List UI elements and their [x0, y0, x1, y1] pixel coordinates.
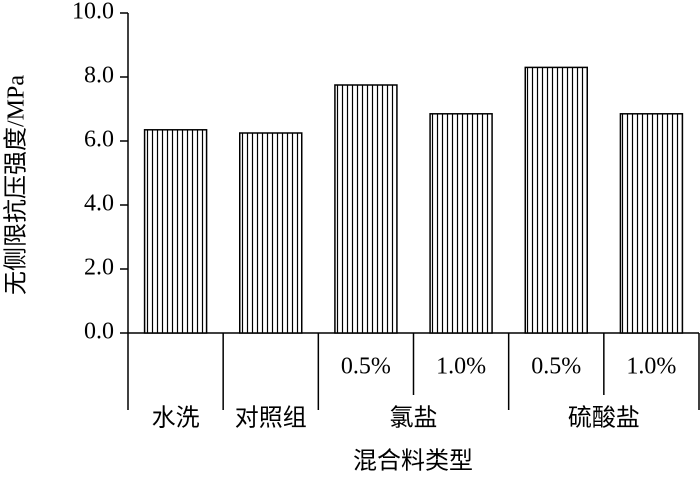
bar [429, 113, 493, 334]
y-tick-label: 8.0 [84, 63, 114, 89]
bar [619, 113, 684, 334]
x-tick-label: 1.0% [626, 354, 676, 380]
y-tick-label: 0.0 [84, 319, 114, 345]
bar [143, 129, 208, 334]
y-tick-label: 6.0 [84, 127, 114, 153]
x-tick-label: 0.5% [341, 354, 391, 380]
x-tick-label: 1.0% [436, 354, 486, 380]
y-axis-title: 无侧限抗压强度/MPa [3, 75, 30, 295]
bar [334, 84, 398, 334]
bar [524, 66, 588, 334]
bar [239, 132, 303, 334]
group-label: 氯盐 [390, 405, 438, 432]
x-tick-label: 0.5% [531, 354, 581, 380]
y-tick-label: 10.0 [72, 0, 114, 25]
x-axis-title: 混合料类型 [353, 448, 473, 475]
y-tick-label: 2.0 [84, 255, 114, 281]
group-label: 对照组 [235, 405, 307, 432]
group-label: 水洗 [152, 405, 200, 432]
y-tick-label: 4.0 [84, 191, 114, 217]
group-label: 硫酸盐 [568, 405, 640, 432]
